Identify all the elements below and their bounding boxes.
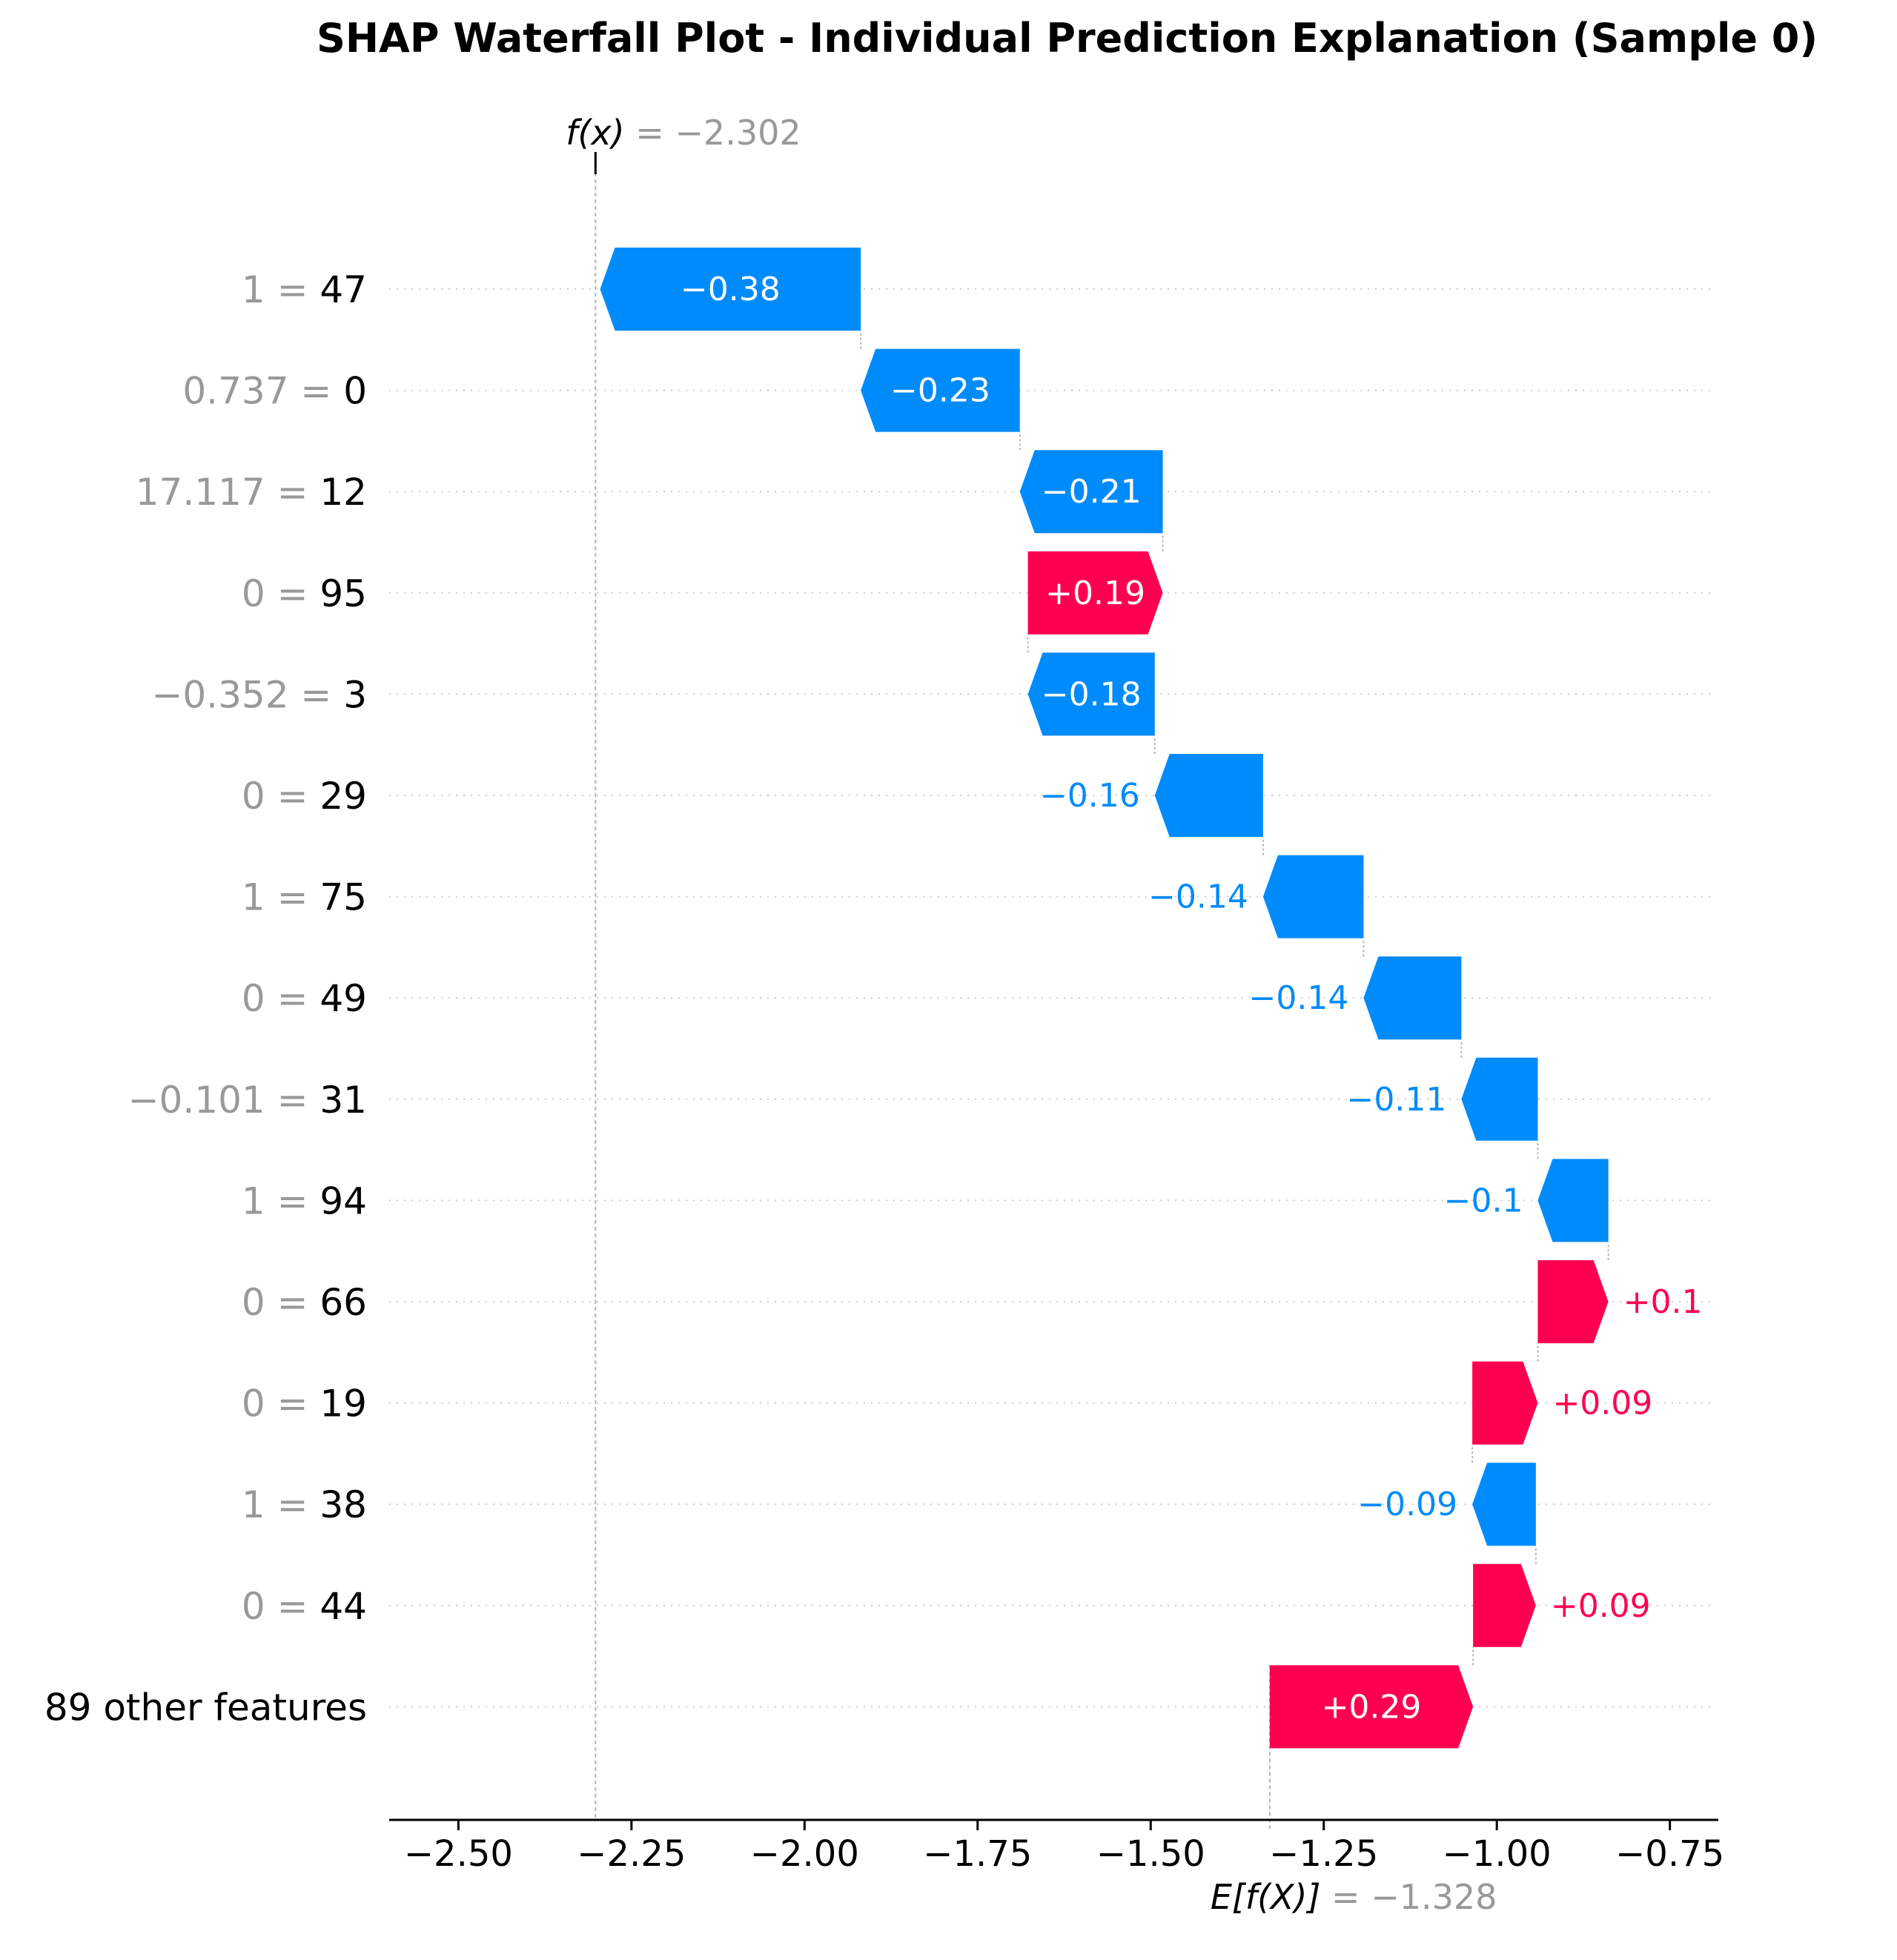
bar-value-label: −0.16 [1040, 777, 1140, 815]
bar-value-label: −0.1 [1444, 1182, 1523, 1219]
feature-value: −0.352 = [151, 673, 343, 716]
feature-name: 66 [320, 1281, 367, 1324]
positive-bar [1269, 1665, 1474, 1749]
bar-value-label: +0.09 [1552, 1385, 1652, 1423]
negative-bar [1262, 855, 1364, 938]
bar-value-label: −0.38 [681, 271, 781, 308]
bar-value-label: +0.1 [1623, 1283, 1703, 1321]
x-tick-label: −1.50 [1096, 1833, 1205, 1875]
feature-label: 0 = 19 [242, 1383, 367, 1426]
feature-label: −0.101 = 31 [128, 1079, 367, 1122]
x-tick-label: −1.00 [1443, 1833, 1552, 1875]
x-axis: −2.50 −2.25 −2.00 −1.75 −1.50 −1.25 −1.00 −0.75 [389, 1818, 1724, 1875]
feature-name: 19 [320, 1383, 367, 1426]
bar-value-label: −0.18 [1042, 675, 1142, 713]
x-tick-label: −2.25 [577, 1833, 686, 1875]
feature-name: 49 [320, 977, 367, 1020]
bar-value-label: −0.21 [1042, 473, 1142, 511]
positive-bar [1537, 1260, 1609, 1343]
feature-label: −0.352 = 3 [151, 673, 367, 716]
bar-value-label: −0.14 [1249, 979, 1349, 1017]
feature-value: 1 = [242, 1483, 320, 1526]
negative-bar [1472, 1463, 1536, 1546]
feature-name: 0 [343, 370, 367, 413]
value-annotations: f(x) = −2.302 E[f(X)] = −1.328 [566, 113, 1497, 1917]
positive-bar [1472, 1361, 1538, 1445]
fx-symbol: f(x) [566, 113, 624, 153]
fx-annotation: f(x) = −2.302 [566, 113, 801, 153]
bar-value-label: +0.09 [1551, 1587, 1651, 1625]
feature-label: 1 = 47 [242, 268, 367, 311]
negative-bar [1363, 956, 1462, 1040]
feature-name: 47 [320, 268, 367, 311]
fx-value: = −2.302 [625, 113, 801, 153]
feature-value: 1 = [242, 876, 320, 919]
feature-label: 0 = 49 [242, 977, 367, 1020]
x-tick-label: −0.75 [1615, 1833, 1724, 1875]
base-symbol: E[f(X)] [1211, 1877, 1321, 1917]
negative-bar [861, 348, 1020, 432]
bar-value-label: −0.23 [890, 372, 990, 410]
feature-label: 0 = 29 [242, 775, 367, 818]
feature-name: 3 [343, 673, 367, 716]
bar-value-label: +0.29 [1322, 1688, 1422, 1726]
feature-label: 0 = 66 [242, 1281, 367, 1324]
base-value: = −1.328 [1320, 1877, 1497, 1917]
feature-label: 1 = 38 [242, 1483, 367, 1526]
x-tick-label: −2.50 [404, 1833, 513, 1875]
negative-bar [1027, 652, 1155, 736]
contribution-bars: −0.38 −0.23 −0.21 +0.19 −0.18 −0.16 −0.14 −0.14… [600, 248, 1703, 1749]
feature-name: 75 [320, 876, 367, 919]
feature-value: 17.117 = [136, 471, 320, 514]
feature-name: 44 [320, 1585, 367, 1628]
chart-title: SHAP Waterfall Plot - Individual Predict… [316, 15, 1818, 62]
negative-bar [1537, 1159, 1609, 1242]
feature-name: 12 [320, 471, 367, 514]
feature-name: 89 other features [44, 1686, 367, 1729]
negative-bar [600, 248, 861, 331]
feature-name: 38 [320, 1483, 367, 1526]
bar-value-label: +0.19 [1045, 575, 1145, 612]
feature-value: 0 = [242, 977, 320, 1020]
x-tick-label: −2.00 [750, 1833, 859, 1875]
negative-bar [1019, 450, 1163, 534]
feature-value: 0 = [242, 572, 320, 615]
feature-value: 1 = [242, 1179, 320, 1222]
feature-value: 0.737 = [182, 370, 343, 413]
feature-label: 0 = 44 [242, 1585, 367, 1628]
negative-bar [1154, 754, 1263, 837]
bar-value-label: −0.09 [1357, 1486, 1457, 1523]
feature-value: 0 = [242, 775, 320, 818]
feature-value: 0 = [242, 1383, 320, 1426]
negative-bar [1461, 1057, 1538, 1141]
feature-label: 89 other features [44, 1686, 367, 1729]
x-tick-label: −1.75 [923, 1833, 1032, 1875]
feature-name: 29 [320, 775, 367, 818]
positive-bar [1473, 1563, 1536, 1647]
feature-labels: 1 = 47 0.737 = 0 17.117 = 12 0 = 95 −0.352 =… [44, 268, 367, 1729]
feature-value: 0 = [242, 1281, 320, 1324]
feature-value: 0 = [242, 1585, 320, 1628]
feature-label: 1 = 94 [242, 1179, 367, 1222]
feature-name: 94 [320, 1179, 367, 1222]
feature-label: 0.737 = 0 [182, 370, 367, 413]
positive-bar [1027, 551, 1163, 635]
base-annotation: E[f(X)] = −1.328 [1211, 1877, 1497, 1917]
feature-name: 31 [320, 1079, 367, 1122]
bar-value-label: −0.11 [1347, 1081, 1447, 1119]
feature-label: 0 = 95 [242, 572, 367, 615]
feature-value: 1 = [242, 268, 320, 311]
feature-label: 1 = 75 [242, 876, 367, 919]
feature-value: −0.101 = [128, 1079, 320, 1122]
feature-label: 17.117 = 12 [136, 471, 367, 514]
bar-value-label: −0.14 [1148, 878, 1248, 916]
x-tick-label: −1.25 [1269, 1833, 1378, 1875]
feature-name: 95 [320, 572, 367, 615]
